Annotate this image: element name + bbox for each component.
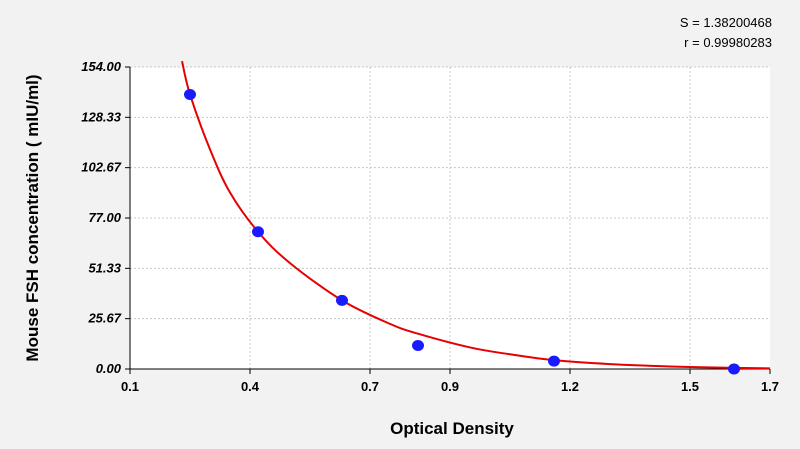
y-tick-label: 77.00 (88, 210, 121, 225)
data-point (336, 294, 348, 306)
y-tick-labels: 0.00 25.67 51.33 77.00 102.67 128.33 154.00 (81, 59, 122, 376)
data-point (412, 339, 424, 351)
y-tick-label: 0.00 (96, 361, 122, 376)
x-tick-label: 1.5 (681, 379, 699, 394)
x-tick-label: 0.7 (361, 379, 379, 394)
x-tick-label: 0.1 (121, 379, 139, 394)
x-axis-title: Optical Density (390, 419, 514, 438)
data-point (728, 363, 740, 375)
data-point (252, 226, 264, 238)
y-tick-label: 25.67 (87, 311, 121, 326)
data-points (184, 88, 740, 375)
y-tick-label: 51.33 (88, 260, 121, 275)
x-tick-label: 1.2 (561, 379, 579, 394)
axis-ticks (125, 66, 771, 374)
y-tick-label: 154.00 (81, 59, 122, 74)
x-tick-label: 1.7 (761, 379, 779, 394)
x-tick-label: 0.9 (441, 379, 459, 394)
data-point (184, 88, 196, 100)
data-point (548, 355, 560, 367)
grid-lines (130, 66, 770, 369)
stat-r: r = 0.99980283 (684, 35, 772, 50)
y-tick-label: 128.33 (81, 109, 122, 124)
y-tick-label: 102.67 (81, 160, 122, 175)
x-tick-labels: 0.1 0.4 0.7 0.9 1.2 1.5 1.7 (121, 379, 779, 394)
y-axis-title: Mouse FSH concentration ( mIU/ml) (23, 74, 42, 361)
fit-curve (181, 60, 771, 370)
stat-s: S = 1.38200468 (680, 15, 772, 30)
x-tick-label: 0.4 (241, 379, 260, 394)
